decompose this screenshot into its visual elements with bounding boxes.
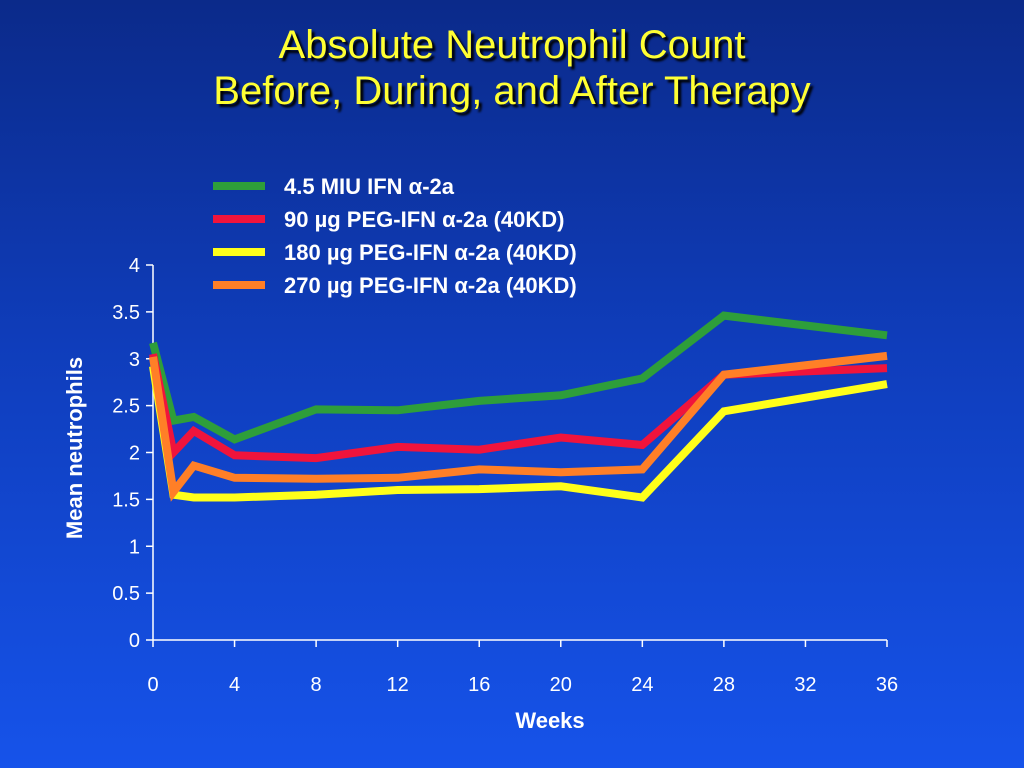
legend-label-1: 4.5 MIU IFN α-2a bbox=[284, 174, 455, 199]
chart-legend: 4.5 MIU IFN α-2a 90 µg PEG-IFN α-2a (40KD… bbox=[213, 174, 577, 298]
x-tick-label: 0 bbox=[147, 674, 158, 696]
y-tick-label: 3.5 bbox=[112, 302, 140, 324]
x-axis-title: Weeks bbox=[515, 708, 584, 733]
y-tick-label: 0 bbox=[129, 630, 140, 652]
x-tick-label: 4 bbox=[229, 674, 240, 696]
y-tick-label: 4 bbox=[129, 255, 140, 277]
legend-label-4: 270 µg PEG-IFN α-2a (40KD) bbox=[284, 273, 577, 298]
title-line-1: Absolute Neutrophil Count bbox=[278, 23, 746, 67]
x-tick-label: 20 bbox=[550, 674, 572, 696]
y-axis-title: Mean neutrophils bbox=[62, 357, 87, 539]
slide-title: Absolute Neutrophil Count Before, During… bbox=[0, 22, 1024, 114]
y-tick-label: 1.5 bbox=[112, 489, 140, 511]
legend-label-2: 90 µg PEG-IFN α-2a (40KD) bbox=[284, 207, 564, 232]
chart-series bbox=[149, 311, 888, 502]
y-tick-label: 0.5 bbox=[112, 583, 140, 605]
x-tick-label: 24 bbox=[631, 674, 653, 696]
y-tick-label: 1 bbox=[129, 536, 140, 558]
series-line-4 bbox=[149, 351, 888, 502]
x-tick-label: 8 bbox=[311, 674, 322, 696]
x-tick-label: 12 bbox=[387, 674, 409, 696]
x-tick-label: 32 bbox=[794, 674, 816, 696]
title-line-2: Before, During, and After Therapy bbox=[213, 69, 811, 113]
x-tick-label: 36 bbox=[876, 674, 898, 696]
series-line-1 bbox=[149, 311, 888, 444]
series-line-3 bbox=[149, 365, 888, 502]
legend-label-3: 180 µg PEG-IFN α-2a (40KD) bbox=[284, 240, 577, 265]
x-tick-label: 28 bbox=[713, 674, 735, 696]
y-tick-label: 3 bbox=[129, 349, 140, 371]
x-tick-label: 16 bbox=[468, 674, 490, 696]
y-tick-label: 2 bbox=[129, 443, 140, 465]
y-tick-label: 2.5 bbox=[112, 396, 140, 418]
chart-axes: 0 0.5 1 1.5 2 2.5 3 3.5 4 0 4 8 12 16 20 24 28 32 36 bbox=[112, 255, 898, 696]
series-line-2 bbox=[149, 353, 888, 463]
